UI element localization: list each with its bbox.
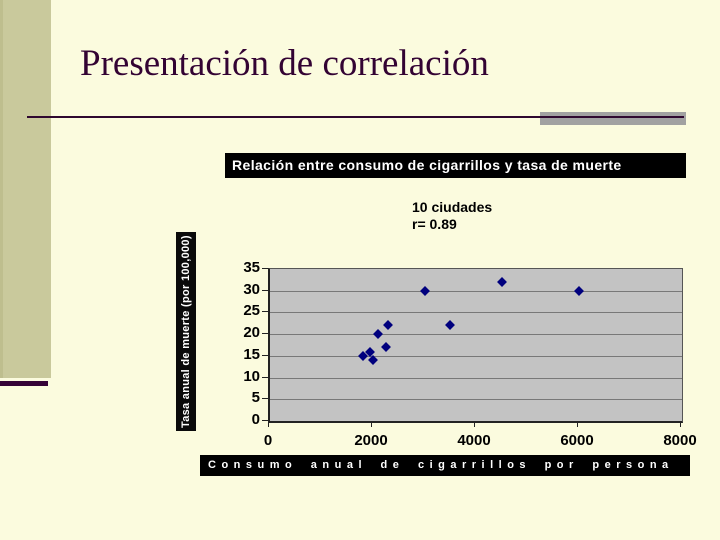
y-tick-mark	[262, 354, 268, 356]
y-tick-label: 5	[251, 389, 260, 407]
y-tick-label: 30	[243, 280, 260, 298]
title-divider-line	[27, 116, 684, 118]
x-tick-mark	[577, 422, 578, 427]
y-tick-mark	[262, 420, 268, 421]
x-tick-mark	[268, 422, 269, 427]
x-tick-mark	[680, 422, 681, 427]
y-tick-label: 15	[243, 345, 260, 363]
x-tick-label: 4000	[457, 432, 491, 449]
gridline	[270, 334, 682, 336]
data-point	[383, 320, 394, 331]
data-point	[419, 285, 430, 296]
page-title: Presentación de correlación	[80, 43, 489, 84]
gridline	[270, 399, 682, 401]
x-tick-mark	[474, 422, 475, 427]
x-tick-label: 2000	[354, 432, 388, 449]
y-tick-label: 25	[243, 302, 260, 320]
chart-title-banner: Relación entre consumo de cigarrillos y …	[225, 153, 686, 178]
y-tick-mark	[262, 376, 268, 378]
y-tick-mark	[262, 333, 268, 335]
y-tick-label: 10	[243, 367, 260, 385]
plot-area	[268, 268, 683, 423]
x-tick-label: 6000	[560, 432, 594, 449]
data-point	[496, 277, 507, 287]
x-tick-mark	[371, 422, 372, 427]
gridline	[270, 312, 682, 314]
data-point	[380, 342, 391, 353]
divider-accent-bar	[540, 112, 686, 125]
data-point	[373, 329, 384, 340]
data-point	[574, 285, 584, 296]
y-tick-mark	[262, 289, 268, 291]
gridline	[270, 355, 682, 357]
gridline	[270, 290, 682, 292]
annotation-line-1: 10 ciudades	[412, 199, 493, 215]
data-point	[445, 320, 456, 331]
chart-annotation: 10 ciudades r= 0.89	[412, 199, 492, 233]
x-tick-label: 8000	[663, 432, 697, 449]
sidebar-accent-bar	[0, 0, 51, 378]
x-tick-label: 0	[263, 432, 273, 449]
y-tick-mark	[262, 398, 268, 400]
y-tick-label: 0	[251, 411, 260, 428]
gridline	[270, 377, 682, 379]
x-axis-label-banner: Consumo anual de cigarrillos por persona	[200, 455, 690, 476]
y-tick-mark	[262, 311, 268, 313]
y-tick-mark	[262, 268, 268, 269]
y-tick-label: 20	[243, 324, 260, 342]
annotation-line-2: r= 0.89	[412, 216, 457, 232]
y-axis-label-banner: Tasa anual de muerte (por 100,000)	[176, 232, 196, 431]
y-tick-label: 35	[243, 259, 260, 276]
footer-accent-bar	[0, 381, 48, 386]
